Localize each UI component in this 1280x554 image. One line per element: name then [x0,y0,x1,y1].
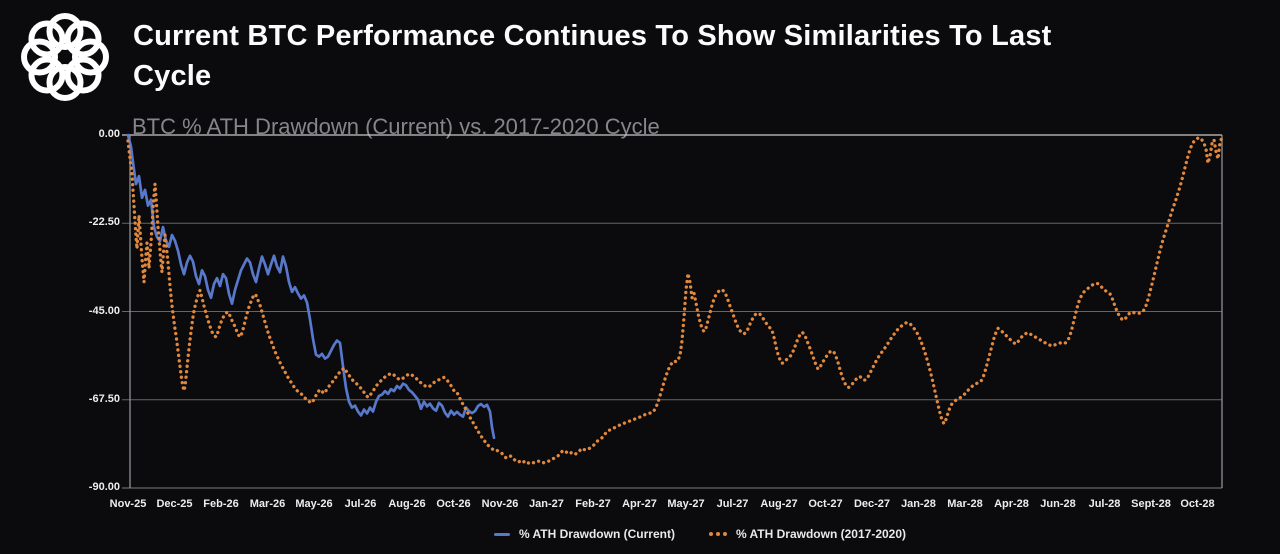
chart-legend: % ATH Drawdown (Current) % ATH Drawdown … [0,527,1280,541]
x-tick-label: Aug-27 [760,498,798,510]
previous-cycle-dotted-line-icon [708,532,727,536]
x-tick-label: Oct-28 [1180,498,1215,510]
legend-item-2017-2020: % ATH Drawdown (2017-2020) [708,527,907,541]
x-tick-label: Jul-27 [716,498,749,510]
current-series-line-icon [493,532,510,536]
legend-label-2017-2020: % ATH Drawdown (2017-2020) [735,527,907,541]
x-tick-label: May-26 [295,498,333,510]
knot-ring-logo-icon [21,13,109,101]
x-tick-label: Dec-25 [156,498,193,510]
x-tick-label: Dec-27 [853,498,891,510]
page-title-line2: Cycle [133,60,212,92]
x-tick-label: Jan-28 [901,498,936,510]
x-tick-label: Nov-26 [481,498,519,510]
y-tick-label: -67.50 [88,392,120,405]
page-title-line1: Current BTC Performance Continues To Sho… [133,20,1052,52]
x-tick-label: May-27 [667,498,705,510]
x-tick-label: Sept-28 [1131,498,1171,510]
y-tick-label: -90.00 [88,481,120,493]
x-tick-label: Jul-28 [1088,498,1121,510]
x-tick-label: Oct-27 [808,498,843,510]
x-tick-label: Mar-26 [249,498,286,510]
x-tick-label: Jan-27 [529,498,564,510]
y-tick-label: -22.50 [88,216,120,229]
y-tick-label: 0.00 [98,128,120,140]
x-tick-label: Jun-28 [1040,498,1076,510]
x-tick-label: Apr-27 [622,498,657,510]
x-tick-label: Feb-27 [575,498,611,510]
y-tick-label: -45.00 [88,304,120,317]
x-tick-label: Apr-28 [994,498,1029,510]
x-tick-label: Nov-25 [109,498,147,510]
page-title: Current BTC Performance Continues To Sho… [133,16,1253,96]
x-tick-label: Aug-26 [388,498,426,510]
x-tick-label: Feb-26 [203,498,239,510]
legend-item-current: % ATH Drawdown (Current) [493,527,675,541]
legend-label-current: % ATH Drawdown (Current) [518,527,675,541]
x-tick-label: Oct-26 [436,498,471,510]
x-tick-label: Jul-26 [344,498,377,510]
x-tick-label: Mar-28 [947,498,983,510]
